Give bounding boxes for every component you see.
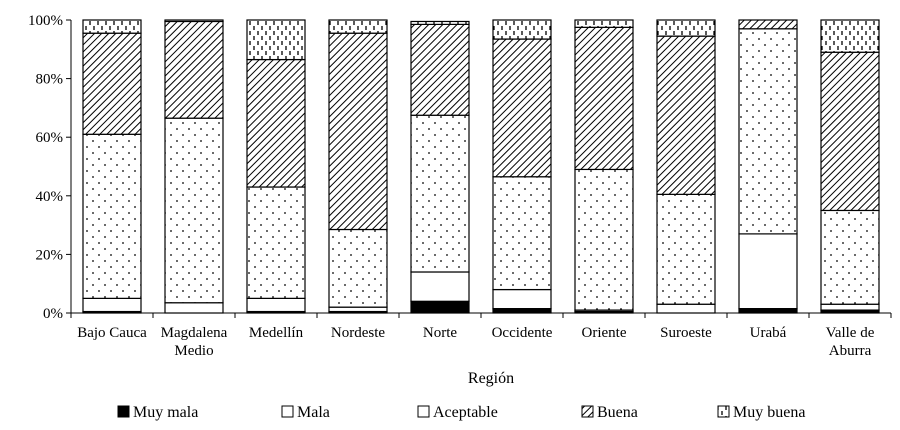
bar-segment xyxy=(246,186,306,299)
category-label: Aburra xyxy=(829,343,872,359)
bar-segment xyxy=(492,176,552,291)
legend-label: Aceptable xyxy=(433,404,498,421)
bar-segment xyxy=(410,114,470,273)
category-label: Nordeste xyxy=(331,325,385,341)
y-tick-label: 0% xyxy=(43,306,63,322)
bar-segment xyxy=(410,271,470,302)
bar-segment xyxy=(492,38,552,178)
bar-segment xyxy=(820,209,880,305)
bar-segment xyxy=(656,35,716,195)
category-labels: Bajo Cauca Magdalena Medio Medellín Nordeste… xyxy=(77,325,874,359)
legend-swatch xyxy=(717,405,730,418)
bar-segment xyxy=(164,19,224,23)
bar-segment xyxy=(410,23,470,116)
category-label: Occidente xyxy=(492,325,553,341)
bar-segment xyxy=(738,19,798,30)
bar-segment xyxy=(328,306,388,313)
bar-segment xyxy=(820,51,880,212)
bar-segment xyxy=(246,297,306,313)
bar-segment xyxy=(656,303,716,314)
bar-segment xyxy=(738,233,798,310)
y-tick-label: 80% xyxy=(36,72,64,88)
bar-segment xyxy=(492,308,552,314)
legend-label: Buena xyxy=(597,404,638,421)
bar-segment xyxy=(164,20,224,119)
bar-segment xyxy=(82,19,142,34)
category-label: Valle de xyxy=(826,325,875,341)
legend-label: Muy mala xyxy=(133,404,198,421)
bar-segment xyxy=(410,300,470,314)
bar-stack xyxy=(328,19,388,314)
legend-swatch xyxy=(581,405,594,418)
bar-stack xyxy=(82,19,142,314)
bar-segment xyxy=(820,19,880,53)
bar-segment xyxy=(328,19,388,34)
x-axis-title: Región xyxy=(468,370,514,387)
bar-segment xyxy=(820,303,880,311)
y-tick-label: 100% xyxy=(28,13,63,29)
legend-item: Muy buena xyxy=(717,404,805,421)
bar-segment xyxy=(82,32,142,135)
category-label: Oriente xyxy=(582,325,627,341)
bar-segment xyxy=(656,19,716,37)
bar-segment xyxy=(164,302,224,314)
category-label: Urabá xyxy=(750,325,787,341)
legend-item: Mala xyxy=(281,404,330,421)
bar-segment xyxy=(574,168,634,311)
bar-segment xyxy=(738,308,798,314)
legend-label: Muy buena xyxy=(733,404,805,421)
bar-segment xyxy=(328,228,388,308)
legend-item: Buena xyxy=(581,404,638,421)
legend-swatch xyxy=(417,405,430,418)
bar-segment xyxy=(246,19,306,61)
bar-stack xyxy=(164,19,224,314)
bars xyxy=(82,19,880,314)
y-tick-label: 20% xyxy=(36,247,64,263)
category-label: Bajo Cauca xyxy=(77,325,147,341)
bar-segment xyxy=(328,32,388,231)
category-label: Suroeste xyxy=(660,325,712,341)
category-label: Magdalena xyxy=(161,325,228,341)
bar-segment xyxy=(246,58,306,188)
y-tick-label: 60% xyxy=(36,130,64,146)
bar-segment xyxy=(738,28,798,235)
bar-stack xyxy=(656,19,716,314)
bar-segment xyxy=(574,26,634,171)
bar-segment xyxy=(574,19,634,28)
bar-stack xyxy=(820,19,880,314)
bar-stack xyxy=(574,19,634,314)
bar-segment xyxy=(410,20,470,25)
category-label: Norte xyxy=(423,325,457,341)
bar-segment xyxy=(492,288,552,310)
legend-label: Mala xyxy=(297,404,330,421)
bar-segment xyxy=(492,19,552,40)
legend: Muy mala Mala Aceptable Buena Muy buena xyxy=(117,404,805,421)
bar-stack xyxy=(738,19,798,314)
legend-swatch xyxy=(117,405,130,418)
bar-segment xyxy=(164,117,224,304)
category-label: Medio xyxy=(174,343,213,359)
legend-item: Aceptable xyxy=(417,404,498,421)
bar-stack xyxy=(246,19,306,314)
legend-item: Muy mala xyxy=(117,404,198,421)
bar-stack xyxy=(410,20,470,314)
bar-segment xyxy=(82,297,142,313)
legend-swatch xyxy=(281,405,294,418)
category-label: Medellín xyxy=(249,325,304,341)
bar-segment xyxy=(82,133,142,299)
bar-segment xyxy=(656,193,716,305)
bar-stack xyxy=(492,19,552,314)
y-tick-label: 40% xyxy=(36,189,64,205)
